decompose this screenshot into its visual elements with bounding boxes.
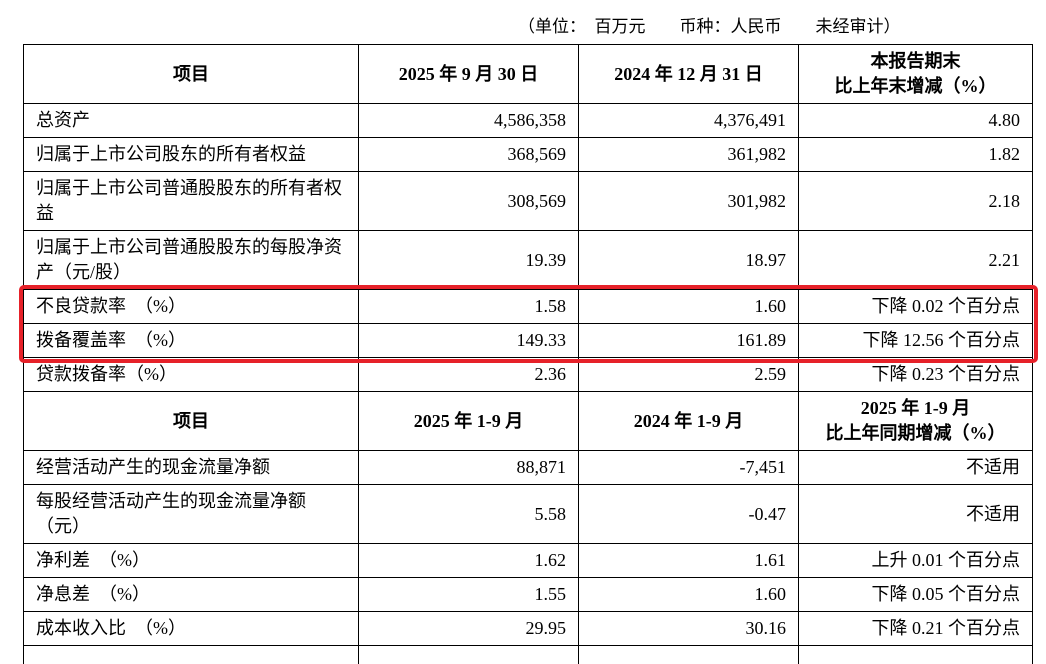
flow-header-current-period: 2025 年 1-9 月 <box>358 391 579 451</box>
table-row-equity: 归属于上市公司股东的所有者权益 368,569 361,982 1.82 <box>23 137 1033 172</box>
table-row-total-assets: 总资产 4,586,358 4,376,491 4.80 <box>23 103 1033 138</box>
row-value-current: 1.62 <box>358 543 579 578</box>
row-value-current: 29.95 <box>358 611 579 646</box>
row-label: 经营活动产生的现金流量净额 <box>23 450 359 485</box>
row-label: 净利差 （%） <box>23 543 359 578</box>
row-value-prior: 161.89 <box>578 323 799 358</box>
row-value-current: 4,586,358 <box>358 103 579 138</box>
balance-header-prior-date: 2024 年 12 月 31 日 <box>578 44 799 104</box>
flow-header-change: 2025 年 1-9 月 比上年同期增减（%） <box>798 391 1033 451</box>
table-row-common-equity: 归属于上市公司普通股股东的所有者权益 308,569 301,982 2.18 <box>23 171 1033 231</box>
flow-header-prior-period: 2024 年 1-9 月 <box>578 391 799 451</box>
row-value-prior: 30.16 <box>578 611 799 646</box>
row-change: 不适用 <box>798 484 1033 544</box>
row-value-prior: 1.60 <box>578 577 799 612</box>
row-value-current: 368,569 <box>358 137 579 172</box>
row-change: 2.21 <box>798 230 1033 290</box>
row-label: 归属于上市公司普通股股东的每股净资产（元/股） <box>23 230 359 290</box>
row-value-prior: 2.59 <box>578 357 799 392</box>
row-value-prior: 1.60 <box>578 289 799 324</box>
row-change: 4.80 <box>798 103 1033 138</box>
row-value-current: 5.58 <box>358 484 579 544</box>
flow-header-row: 项目 2025 年 1-9 月 2024 年 1-9 月 2025 年 1-9 … <box>23 391 1033 451</box>
table-row-cost-income-ratio: 成本收入比 （%） 29.95 30.16 下降 0.21 个百分点 <box>23 611 1033 646</box>
balance-header-change: 本报告期末 比上年末增减（%） <box>798 44 1033 104</box>
row-value-prior: 361,982 <box>578 137 799 172</box>
balance-header-row: 项目 2025 年 9 月 30 日 2024 年 12 月 31 日 本报告期… <box>23 44 1033 104</box>
row-value-prior: 301,982 <box>578 171 799 231</box>
balance-header-change-line2: 比上年末增减（%） <box>834 76 997 96</box>
row-value-prior: 18.97 <box>578 230 799 290</box>
row-change: 下降 12.56 个百分点 <box>798 323 1033 358</box>
table-row-net-interest-margin: 净息差 （%） 1.55 1.60 下降 0.05 个百分点 <box>23 577 1033 612</box>
row-value-current: 2.36 <box>358 357 579 392</box>
row-value-prior: -7,451 <box>578 450 799 485</box>
table-row-operating-cash-flow: 经营活动产生的现金流量净额 88,871 -7,451 不适用 <box>23 450 1033 485</box>
row-value-current: 88,871 <box>358 450 579 485</box>
table-row-loan-provision-ratio: 贷款拨备率（%） 2.36 2.59 下降 0.23 个百分点 <box>23 357 1033 392</box>
table-row-cash-flow-per-share: 每股经营活动产生的现金流量净额（元） 5.58 -0.47 不适用 <box>23 484 1033 544</box>
table-row-partial <box>23 645 1033 664</box>
row-change: 下降 0.02 个百分点 <box>798 289 1033 324</box>
row-value-current: 19.39 <box>358 230 579 290</box>
unit-note: （单位： 百万元 币种：人民币 未经审计） <box>518 17 901 36</box>
row-value-prior: 4,376,491 <box>578 103 799 138</box>
row-value-current: 1.55 <box>358 577 579 612</box>
flow-header-change-line2: 比上年同期增减（%） <box>825 423 1006 443</box>
table-row-provision-coverage: 拨备覆盖率 （%） 149.33 161.89 下降 12.56 个百分点 <box>23 323 1033 358</box>
row-change: 不适用 <box>798 450 1033 485</box>
row-value-current: 149.33 <box>358 323 579 358</box>
row-value-current: 1.58 <box>358 289 579 324</box>
balance-header-item: 项目 <box>23 44 359 104</box>
flow-header-item: 项目 <box>23 391 359 451</box>
row-change: 2.18 <box>798 171 1033 231</box>
row-label: 总资产 <box>23 103 359 138</box>
table-row-net-interest-spread: 净利差 （%） 1.62 1.61 上升 0.01 个百分点 <box>23 543 1033 578</box>
row-change: 下降 0.23 个百分点 <box>798 357 1033 392</box>
row-value-prior <box>578 645 799 664</box>
row-change: 下降 0.05 个百分点 <box>798 577 1033 612</box>
row-label: 拨备覆盖率 （%） <box>23 323 359 358</box>
row-value-current: 308,569 <box>358 171 579 231</box>
balance-header-current-date: 2025 年 9 月 30 日 <box>358 44 579 104</box>
row-label: 净息差 （%） <box>23 577 359 612</box>
row-label: 不良贷款率 （%） <box>23 289 359 324</box>
table-row-net-assets-per-share: 归属于上市公司普通股股东的每股净资产（元/股） 19.39 18.97 2.21 <box>23 230 1033 290</box>
table-row-npl-ratio: 不良贷款率 （%） 1.58 1.60 下降 0.02 个百分点 <box>23 289 1033 324</box>
row-value-current <box>358 645 579 664</box>
flow-header-change-line1: 2025 年 1-9 月 <box>860 398 971 418</box>
row-value-prior: -0.47 <box>578 484 799 544</box>
financial-summary-table: 项目 2025 年 9 月 30 日 2024 年 12 月 31 日 本报告期… <box>23 44 1033 664</box>
balance-header-change-line1: 本报告期末 <box>870 51 961 71</box>
row-change: 1.82 <box>798 137 1033 172</box>
row-change: 下降 0.21 个百分点 <box>798 611 1033 646</box>
row-label: 成本收入比 （%） <box>23 611 359 646</box>
row-label: 贷款拨备率（%） <box>23 357 359 392</box>
row-label <box>23 645 359 664</box>
row-value-prior: 1.61 <box>578 543 799 578</box>
row-change: 上升 0.01 个百分点 <box>798 543 1033 578</box>
row-label: 归属于上市公司普通股股东的所有者权益 <box>23 171 359 231</box>
row-change <box>798 645 1033 664</box>
row-label: 每股经营活动产生的现金流量净额（元） <box>23 484 359 544</box>
row-label: 归属于上市公司股东的所有者权益 <box>23 137 359 172</box>
